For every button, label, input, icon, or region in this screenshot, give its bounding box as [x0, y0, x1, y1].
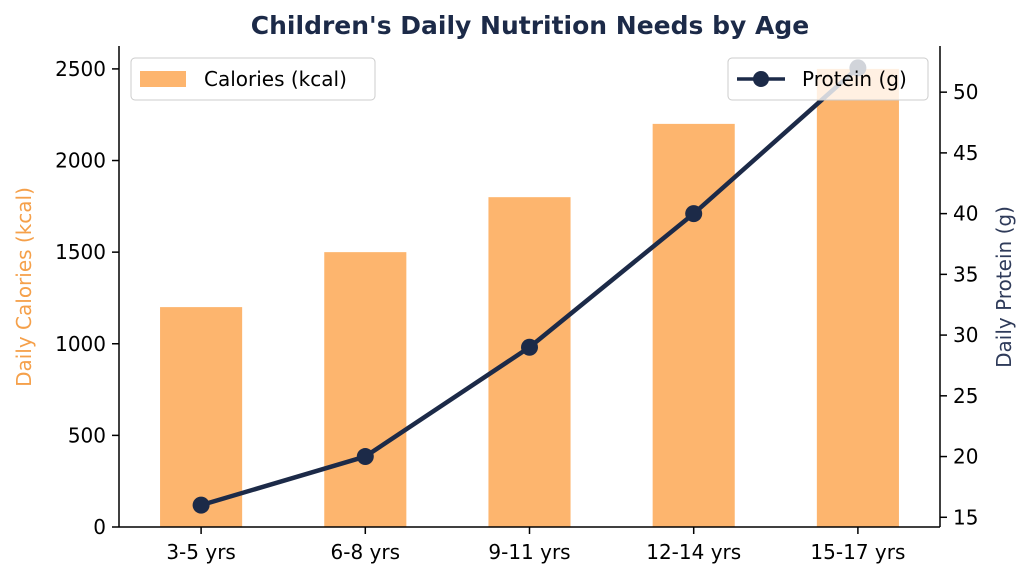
bar-legend-frame — [130, 57, 376, 101]
calorie-bar-1 — [160, 307, 243, 527]
x-axis-ticks: 3-5 yrs 6-8 yrs 9-11 yrs 12-14 yrs 15-17 yrs — [166, 527, 905, 564]
right-tick-label: 45 — [953, 141, 978, 165]
bar-legend: Calories (kcal) — [130, 57, 376, 101]
bar-legend-swatch — [140, 71, 186, 87]
protein-point-3 — [521, 338, 538, 356]
right-tick-label: 35 — [953, 262, 978, 286]
right-tick-label: 25 — [953, 384, 978, 408]
line-legend-marker — [753, 71, 769, 87]
line-legend-frame — [727, 57, 929, 101]
right-tick-label: 15 — [953, 505, 978, 529]
line-legend-label: Protein (g) — [802, 67, 907, 91]
x-tick-label: 15-17 yrs — [810, 540, 905, 564]
protein-point-2 — [356, 448, 374, 466]
bar-legend-label: Calories (kcal) — [204, 67, 347, 91]
left-tick-label: 1500 — [55, 240, 106, 264]
line-legend: Protein (g) — [727, 57, 929, 101]
left-tick-label: 2500 — [55, 57, 106, 81]
chart-title: Children's Daily Nutrition Needs by Age — [251, 11, 809, 40]
calorie-bar-2 — [324, 252, 407, 527]
calorie-bar-4 — [652, 123, 735, 527]
x-tick-label: 3-5 yrs — [166, 540, 236, 564]
left-tick-label: 500 — [68, 423, 106, 447]
right-tick-label: 20 — [953, 445, 978, 469]
x-tick-label: 6-8 yrs — [331, 540, 401, 564]
right-axis-label: Daily Protein (g) — [992, 206, 1016, 368]
right-tick-label: 30 — [953, 323, 978, 347]
x-tick-label: 9-11 yrs — [488, 540, 570, 564]
left-tick-label: 2000 — [55, 149, 106, 173]
calorie-bar-3 — [488, 197, 571, 527]
left-axis-label: Daily Calories (kcal) — [12, 187, 36, 387]
left-tick-label: 0 — [93, 515, 106, 539]
calorie-bars — [160, 68, 899, 528]
x-tick-label: 12-14 yrs — [646, 540, 741, 564]
right-tick-label: 40 — [953, 202, 978, 226]
protein-point-1 — [192, 496, 210, 514]
left-tick-label: 1000 — [55, 332, 106, 356]
right-tick-label: 50 — [953, 80, 978, 104]
right-axis-ticks: 15 20 25 30 35 40 45 50 — [940, 80, 978, 529]
calorie-bar-5 — [816, 68, 899, 528]
left-axis-ticks: 0 500 1000 1500 2000 2500 — [55, 57, 119, 539]
protein-point-4 — [685, 205, 703, 223]
